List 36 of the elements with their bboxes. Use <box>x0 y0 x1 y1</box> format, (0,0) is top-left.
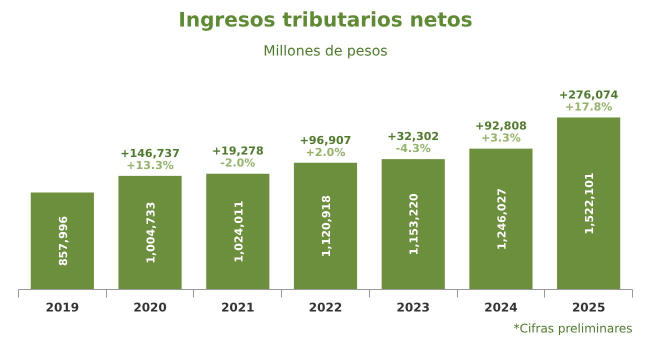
annotation: +17.8% <box>564 100 612 114</box>
x-tick-label: 2022 <box>308 300 342 314</box>
bar <box>557 117 620 290</box>
chart-title: Ingresos tributarios netos <box>178 8 473 32</box>
data-label: 1,153,220 <box>408 193 421 256</box>
x-tick-label: 2019 <box>46 300 80 314</box>
data-label: 1,024,011 <box>232 200 246 263</box>
chart-subtitle: Millones de pesos <box>263 44 388 60</box>
annotation: +32,302 <box>387 130 440 144</box>
bar <box>118 176 182 290</box>
bar <box>469 148 533 290</box>
annotation: +3.3% <box>481 132 521 145</box>
bar <box>382 159 445 290</box>
x-tick-label: 2021 <box>221 300 254 314</box>
data-label: 857,996 <box>56 216 70 266</box>
annotation: +2.0% <box>306 146 346 159</box>
annotation: +146,737 <box>120 146 180 160</box>
data-label: 1,120,918 <box>320 195 333 258</box>
annotation: -4.3% <box>396 142 431 156</box>
bar <box>206 174 270 290</box>
annotation: -2.0% <box>220 156 256 170</box>
data-label: 1,004,733 <box>144 202 158 264</box>
data-label: 1,246,027 <box>495 188 508 250</box>
x-tick-label: 2023 <box>396 300 430 314</box>
bar <box>30 192 94 290</box>
x-tick-label: 2024 <box>484 300 518 314</box>
annotation: +13.3% <box>126 158 174 172</box>
x-tick-label: 2020 <box>133 300 167 314</box>
text: *Cifras preliminares <box>514 322 633 336</box>
annotation: +96,907 <box>300 134 352 147</box>
bar <box>294 162 358 290</box>
annotation: +92,808 <box>475 120 527 133</box>
data-label: 1,522,101 <box>583 172 596 234</box>
annotation: +276,074 <box>558 88 619 102</box>
annotation: +19,278 <box>212 144 264 158</box>
x-tick-label: 2025 <box>572 300 606 314</box>
